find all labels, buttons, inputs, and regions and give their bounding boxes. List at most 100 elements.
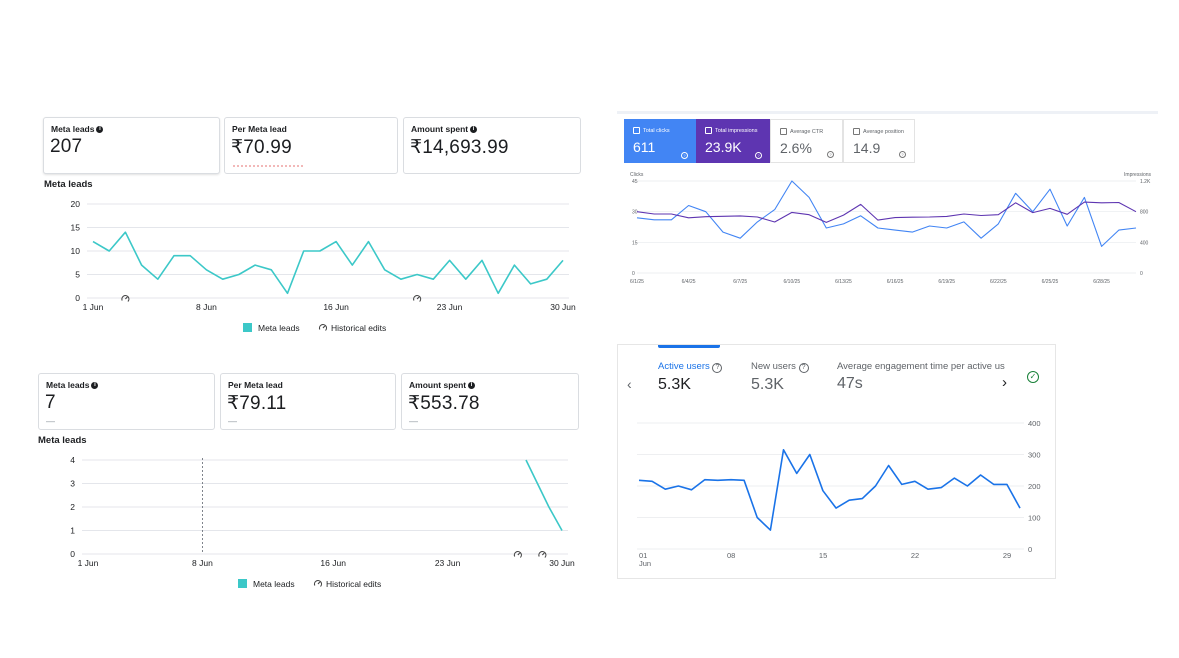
redacted-subtext bbox=[233, 165, 303, 169]
series-line-meta-leads bbox=[92, 231, 564, 295]
card-label: Per Meta lead bbox=[232, 124, 287, 134]
x-tick-label: 6/19/25 bbox=[938, 279, 955, 285]
card-value: 207 bbox=[50, 136, 83, 157]
card-label: Amount spent bbox=[411, 124, 469, 134]
metric-card-per-meta-lead[interactable]: Per Meta lead ₹70.99 bbox=[224, 117, 398, 174]
left-tick-label: 0 bbox=[632, 271, 635, 277]
card-subtext: — bbox=[228, 416, 237, 426]
historical-edit-icon[interactable] bbox=[313, 580, 323, 587]
card-label: Meta leads bbox=[51, 124, 95, 134]
meta-panel-bottom: Meta leads i 7 — Per Meta lead ₹79.11 — A… bbox=[34, 368, 588, 598]
legend-label-historical-edits: Historical edits bbox=[326, 579, 381, 589]
tile-value: 14.9 bbox=[853, 140, 881, 156]
x-tick-label: 6/16/25 bbox=[887, 279, 904, 285]
legend-label-meta-leads: Meta leads bbox=[258, 323, 300, 333]
historical-edit-icon[interactable] bbox=[318, 324, 328, 331]
chevron-left-icon[interactable]: ‹ bbox=[627, 376, 632, 392]
y-tick-label: 300 bbox=[1028, 451, 1041, 460]
card-subtext: — bbox=[409, 416, 418, 426]
chart-title: Meta leads bbox=[38, 435, 87, 446]
x-tick-label: 1 Jun bbox=[83, 302, 104, 312]
metric-card-meta-leads[interactable]: Meta leads i 207 bbox=[43, 117, 220, 174]
tile-value: 2.6% bbox=[780, 140, 812, 156]
y-tick-label: 0 bbox=[1028, 545, 1032, 554]
meta-leads-chart: 0 5 10 15 20 1 Jun 8 Jun 16 Jun 23 Jun 30 Jun Meta… bbox=[71, 199, 576, 333]
x-tick-label: 23 Jun bbox=[437, 302, 463, 312]
card-value: ₹553.78 bbox=[408, 393, 480, 414]
y-tick-label: 200 bbox=[1028, 482, 1041, 491]
metric-card-meta-leads[interactable]: Meta leads i 7 — bbox=[38, 373, 215, 430]
y-tick-label: 5 bbox=[75, 270, 80, 280]
left-tick-label: 30 bbox=[632, 210, 638, 216]
left-tick-label: 45 bbox=[632, 179, 638, 185]
tile-label: Total impressions bbox=[715, 127, 758, 134]
y-tick-label: 15 bbox=[71, 223, 81, 233]
right-tick-label: 400 bbox=[1140, 240, 1149, 246]
search-console-panel: Total clicks 611 ? Total impressions 23.… bbox=[617, 111, 1158, 290]
metric-card-amount-spent[interactable]: Amount spent i ₹553.78 — bbox=[401, 373, 579, 430]
help-icon[interactable]: ? bbox=[899, 151, 906, 158]
x-tick-label-month: Jun bbox=[639, 559, 651, 568]
x-tick-label: 15 bbox=[819, 551, 827, 560]
metric-active-users[interactable]: Active users ? 5.3K bbox=[658, 361, 723, 394]
help-icon[interactable]: ? bbox=[755, 152, 762, 159]
checkbox-icon[interactable] bbox=[853, 128, 860, 135]
x-tick-label: 6/25/25 bbox=[1042, 279, 1059, 285]
y-tick-label: 400 bbox=[1028, 419, 1041, 428]
metric-avg-engagement[interactable]: Average engagement time per active us 47… bbox=[837, 361, 1005, 393]
legend-swatch bbox=[243, 323, 252, 332]
metric-card-amount-spent[interactable]: Amount spent i ₹14,693.99 bbox=[403, 117, 581, 174]
y-tick-label: 0 bbox=[70, 549, 75, 559]
card-value: ₹70.99 bbox=[231, 137, 292, 158]
checkbox-checked-icon[interactable] bbox=[633, 127, 640, 134]
historical-edit-icon[interactable] bbox=[538, 551, 547, 558]
x-tick-label: 22 bbox=[911, 551, 919, 560]
metric-label: Active users bbox=[658, 361, 710, 372]
legend-swatch bbox=[238, 579, 247, 588]
series-line-impressions bbox=[636, 201, 1137, 223]
check-circle-icon[interactable]: ✓ bbox=[1027, 371, 1039, 383]
x-tick-label: 23 Jun bbox=[435, 558, 461, 568]
x-tick-label: 6/13/25 bbox=[835, 279, 852, 285]
tile-average-ctr[interactable]: Average CTR 2.6% ? bbox=[770, 119, 843, 163]
x-tick-label: 30 Jun bbox=[550, 302, 576, 312]
metric-label: New users bbox=[751, 361, 796, 372]
x-tick-label: 08 bbox=[727, 551, 735, 560]
active-tab-indicator bbox=[658, 345, 720, 348]
x-tick-label: 8 Jun bbox=[192, 558, 213, 568]
historical-edit-icon[interactable] bbox=[513, 551, 522, 558]
y-tick-label: 0 bbox=[75, 293, 80, 303]
help-icon[interactable]: ? bbox=[712, 363, 723, 373]
checkbox-checked-icon[interactable] bbox=[705, 127, 712, 134]
series-line-meta-leads bbox=[525, 459, 563, 531]
x-tick-label: 6/7/25 bbox=[733, 279, 747, 285]
info-icon[interactable]: i bbox=[91, 382, 99, 390]
x-tick-label: 1 Jun bbox=[78, 558, 99, 568]
series-line-clicks bbox=[636, 180, 1137, 247]
info-icon[interactable]: i bbox=[468, 382, 476, 390]
historical-edit-icon[interactable] bbox=[121, 295, 130, 302]
chevron-right-icon[interactable]: › bbox=[1002, 374, 1007, 391]
legend-label-historical-edits: Historical edits bbox=[331, 323, 386, 333]
card-label: Amount spent bbox=[409, 380, 467, 390]
tile-total-clicks[interactable]: Total clicks 611 ? bbox=[624, 119, 696, 163]
metric-new-users[interactable]: New users ? 5.3K bbox=[751, 361, 809, 394]
y-tick-label: 20 bbox=[71, 199, 81, 209]
historical-edit-icon[interactable] bbox=[413, 295, 422, 302]
series-line-active-users bbox=[638, 449, 1021, 531]
x-tick-label: 8 Jun bbox=[196, 302, 217, 312]
info-icon[interactable]: i bbox=[96, 126, 104, 134]
help-icon[interactable]: ? bbox=[798, 363, 809, 373]
tile-total-impressions[interactable]: Total impressions 23.9K ? bbox=[696, 119, 770, 163]
right-tick-label: 0 bbox=[1140, 271, 1143, 277]
metric-card-per-meta-lead[interactable]: Per Meta lead ₹79.11 — bbox=[220, 373, 396, 430]
x-tick-label: 6/10/25 bbox=[784, 279, 801, 285]
info-icon[interactable]: i bbox=[470, 126, 478, 134]
help-icon[interactable]: ? bbox=[681, 152, 688, 159]
checkbox-icon[interactable] bbox=[780, 128, 787, 135]
help-icon[interactable]: ? bbox=[827, 151, 834, 158]
x-tick-label: 29 bbox=[1003, 551, 1011, 560]
y-tick-label: 100 bbox=[1028, 514, 1041, 523]
tile-average-position[interactable]: Average position 14.9 ? bbox=[843, 119, 915, 163]
